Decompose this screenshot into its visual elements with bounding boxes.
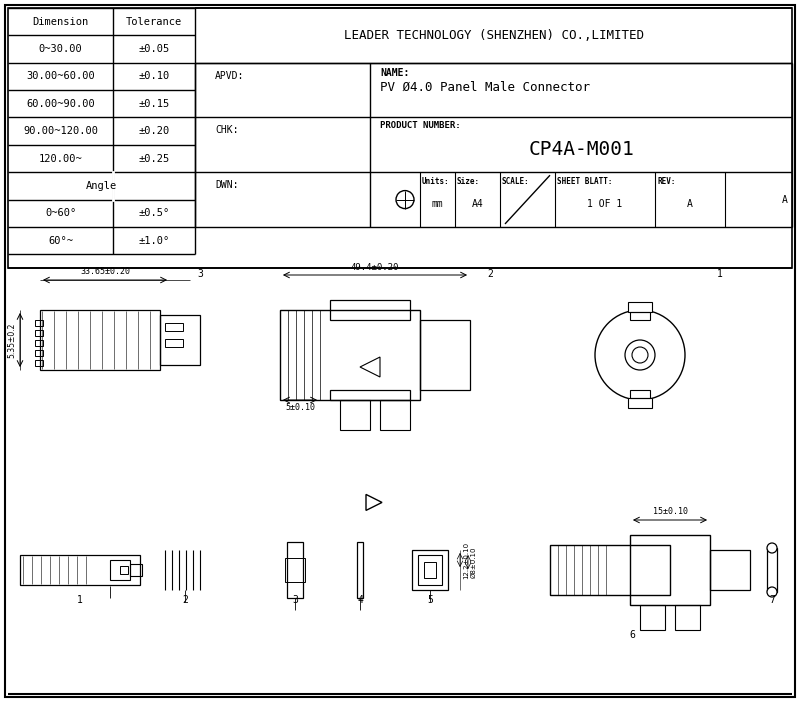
Text: 0~60°: 0~60° [45, 208, 76, 218]
Circle shape [767, 587, 777, 597]
Text: 5.35±0.2: 5.35±0.2 [7, 322, 17, 358]
Text: ±1.0°: ±1.0° [138, 236, 170, 246]
Bar [628, 398, 652, 408]
Bar [380, 400, 410, 430]
Text: Dimension: Dimension [32, 17, 89, 27]
Text: REV:: REV: [657, 177, 675, 186]
Bar [340, 400, 370, 430]
Bar [330, 390, 410, 400]
Bar [35, 330, 43, 336]
Text: 5: 5 [427, 595, 433, 605]
Text: 33.65±0.20: 33.65±0.20 [80, 267, 130, 277]
Text: DWN:: DWN: [215, 180, 238, 190]
Circle shape [767, 543, 777, 553]
Text: 7: 7 [769, 595, 775, 605]
Bar [285, 558, 305, 582]
Text: Tolerance: Tolerance [126, 17, 182, 27]
Bar [8, 8, 792, 268]
Text: 4: 4 [357, 595, 363, 605]
Bar [550, 545, 670, 595]
Text: SHEET BLATT:: SHEET BLATT: [557, 177, 613, 186]
Text: 90.00~120.00: 90.00~120.00 [23, 126, 98, 136]
Bar [280, 310, 420, 400]
Bar [165, 339, 183, 347]
Text: 60°~: 60°~ [48, 236, 73, 246]
Bar [767, 548, 777, 592]
Bar [35, 320, 43, 326]
Text: ±0.05: ±0.05 [138, 44, 170, 54]
Text: 0~30.00: 0~30.00 [38, 44, 82, 54]
Text: 5±0.10: 5±0.10 [285, 404, 315, 413]
Text: 1 OF 1: 1 OF 1 [587, 199, 622, 208]
Text: 60.00~90.00: 60.00~90.00 [26, 99, 95, 109]
Text: mm: mm [432, 199, 443, 208]
Text: 12.2±0.10: 12.2±0.10 [463, 541, 469, 578]
Bar [40, 310, 160, 370]
Text: 15±0.10: 15±0.10 [653, 508, 687, 517]
Text: NAME:: NAME: [380, 67, 410, 78]
Bar [110, 560, 130, 580]
Bar [630, 390, 650, 398]
Bar [424, 562, 436, 578]
Bar [418, 555, 442, 585]
Text: 120.00~: 120.00~ [38, 154, 82, 164]
Text: Angle: Angle [86, 181, 117, 191]
Bar [165, 323, 183, 331]
Text: PV Ø4.0 Panel Male Connector: PV Ø4.0 Panel Male Connector [380, 81, 590, 94]
Bar [357, 542, 363, 598]
Text: A: A [687, 199, 693, 208]
Text: 1: 1 [717, 269, 723, 279]
Text: APVD:: APVD: [215, 71, 244, 81]
Text: ±0.10: ±0.10 [138, 72, 170, 81]
Bar [120, 566, 128, 574]
Bar [20, 555, 140, 585]
Text: 2: 2 [487, 269, 493, 279]
Bar [412, 550, 448, 590]
Bar [160, 315, 200, 365]
Bar [35, 360, 43, 366]
Bar [640, 605, 665, 630]
Text: Ø8±0.10: Ø8±0.10 [471, 546, 477, 578]
Text: 2: 2 [182, 595, 188, 605]
Text: ±0.20: ±0.20 [138, 126, 170, 136]
Text: Size:: Size: [457, 177, 480, 186]
Text: 30.00~60.00: 30.00~60.00 [26, 72, 95, 81]
Text: CHK:: CHK: [215, 126, 238, 135]
Text: A: A [782, 194, 788, 204]
Bar [420, 320, 470, 390]
Text: SCALE:: SCALE: [502, 177, 530, 186]
Bar [330, 300, 410, 320]
Bar [630, 312, 650, 320]
Text: ±0.25: ±0.25 [138, 154, 170, 164]
Text: CP4A-M001: CP4A-M001 [528, 140, 634, 159]
Bar [287, 542, 303, 598]
Text: ±0.5°: ±0.5° [138, 208, 170, 218]
Text: 1: 1 [77, 595, 83, 605]
Text: 6: 6 [629, 630, 635, 640]
Bar [35, 340, 43, 346]
Bar [130, 564, 142, 576]
Text: 49.4±0.20: 49.4±0.20 [351, 263, 399, 272]
Bar [628, 302, 652, 312]
Text: LEADER TECHNOLOGY (SHENZHEN) CO.,LIMITED: LEADER TECHNOLOGY (SHENZHEN) CO.,LIMITED [343, 29, 643, 42]
Bar [675, 605, 700, 630]
Bar [35, 350, 43, 356]
Bar [710, 550, 750, 590]
Text: Units:: Units: [422, 177, 450, 186]
Text: 3: 3 [292, 595, 298, 605]
Bar [630, 535, 710, 605]
Text: A4: A4 [472, 199, 483, 208]
Text: 3: 3 [197, 269, 203, 279]
Text: ±0.15: ±0.15 [138, 99, 170, 109]
Text: PRODUCT NUMBER:: PRODUCT NUMBER: [380, 121, 461, 131]
